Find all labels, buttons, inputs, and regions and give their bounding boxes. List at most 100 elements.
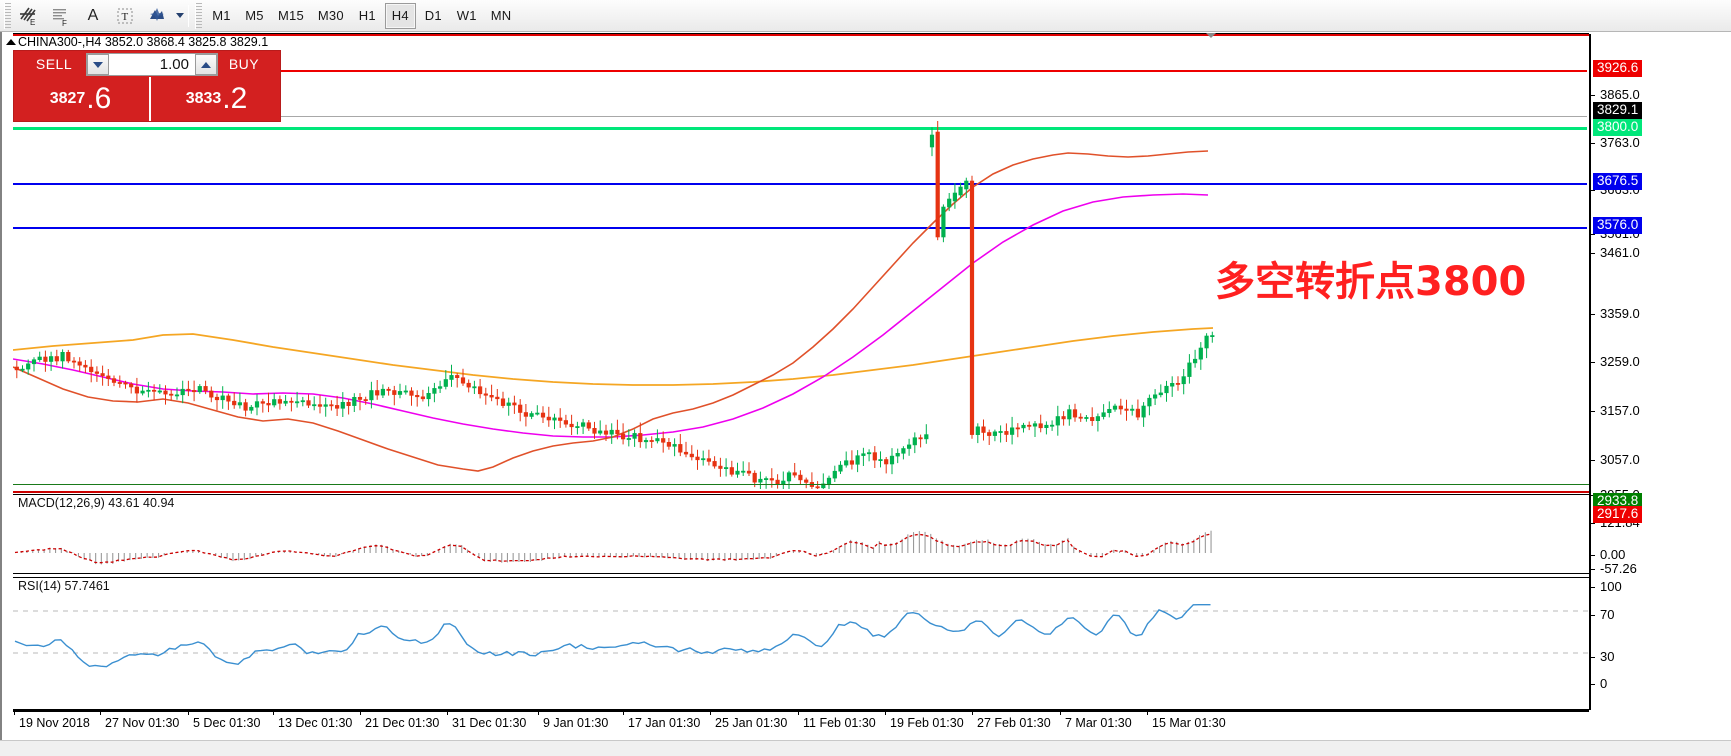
macd-scale-tick: 0.00 (1591, 547, 1625, 562)
price-tick: 3157.0 (1591, 403, 1640, 418)
price-plot-area[interactable]: 多空转折点3800 (13, 37, 1589, 489)
pivot-level-badge: 3800.0 (1593, 119, 1643, 136)
level-line-pivot-3800 (13, 127, 1587, 130)
one-click-trading-panel[interactable]: SELL 1.00 BUY 3827.6 3833.2 (13, 50, 281, 122)
bid-price-badge: 2933.8 (1593, 493, 1643, 510)
price-macd-separator-dark (13, 494, 1589, 495)
ask-price-badge: 2917.6 (1593, 506, 1643, 523)
macd-series-svg (14, 530, 1212, 565)
time-tick: 13 Dec 01:30 (272, 710, 353, 730)
time-tick: 9 Jan 01:30 (537, 710, 609, 730)
time-tick: 7 Mar 01:30 (1060, 710, 1132, 730)
rsi-indicator-label: RSI(14) 57.7461 (18, 579, 110, 593)
time-tick: 21 Dec 01:30 (359, 710, 440, 730)
time-tick: 17 Jan 01:30 (622, 710, 701, 730)
price-macd-separator-green (13, 484, 1589, 485)
chart-annotation-text: 多空转折点3800 (1215, 259, 1527, 305)
level-line-last-3829 (13, 116, 1587, 117)
price-tick: 3865.0 (1591, 87, 1640, 102)
svg-text:E: E (30, 18, 35, 27)
buy-price-integer: 3833 (185, 90, 222, 107)
time-tick: 27 Nov 01:30 (99, 710, 180, 730)
macd-indicator-label: MACD(12,26,9) 43.61 40.94 (18, 496, 175, 510)
time-tick: 5 Dec 01:30 (187, 710, 261, 730)
text-label-icon[interactable]: A (87, 6, 99, 24)
toolbar-separator (188, 4, 189, 27)
time-tick: 11 Feb 01:30 (798, 710, 876, 730)
time-tick: 25 Jan 01:30 (709, 710, 788, 730)
level-line-support-3576 (13, 227, 1587, 229)
timeframe-m5[interactable]: M5 (245, 8, 264, 23)
timeframe-mn[interactable]: MN (490, 8, 512, 23)
volume-stepper[interactable]: 1.00 (86, 53, 218, 76)
time-tick: 19 Nov 2018 (14, 710, 90, 730)
price-tick: 3763.0 (1591, 135, 1640, 150)
toolbar-grip[interactable] (4, 2, 11, 29)
price-tick: 3359.0 (1591, 306, 1640, 321)
price-tick: 3461.0 (1591, 245, 1640, 260)
sell-price-integer: 3827 (49, 90, 86, 107)
rsi-subwindow[interactable]: RSI(14) 57.7461 (13, 578, 1589, 708)
rsi-series-svg (13, 604, 1589, 668)
trade-panel-price-row: 3827.6 3833.2 (14, 77, 280, 121)
buy-price-display[interactable]: 3833.2 (149, 77, 282, 121)
rsi-scale-tick: 30 (1591, 649, 1614, 664)
timeframe-h4[interactable]: H4 (384, 2, 416, 29)
title-separator-dark (13, 33, 1589, 34)
timeframe-m30[interactable]: M30 (317, 8, 344, 23)
last-price-badge: 3829.1 (1593, 102, 1643, 119)
price-axis[interactable]: 3865.0 3763.0 3663.0 3561.0 3461.0 3359.… (1589, 34, 1731, 710)
rsi-scale-tick: 0 (1591, 676, 1607, 691)
volume-decrease-button[interactable] (87, 54, 109, 75)
sell-price-decimal: .6 (86, 82, 112, 115)
time-tick: 31 Dec 01:30 (446, 710, 527, 730)
text-box-icon[interactable]: T (110, 2, 140, 30)
chart-title: CHINA300-,H4 3852.0 3868.4 3825.8 3829.1 (18, 35, 269, 49)
price-series-svg (13, 121, 1215, 489)
title-separator (13, 34, 1589, 36)
svg-text:F: F (62, 19, 67, 27)
objects-dropdown-caret[interactable] (176, 13, 184, 18)
svg-text:T: T (122, 11, 129, 23)
time-axis[interactable]: 19 Nov 2018 27 Nov 01:30 5 Dec 01:30 13 … (13, 710, 1589, 734)
time-tick: 15 Mar 01:30 (1147, 710, 1226, 730)
chart-collapse-icon[interactable] (1206, 33, 1216, 38)
main-toolbar: E F A T (0, 0, 1731, 32)
macd-scale-tick: -57.26 (1591, 561, 1637, 576)
sell-price-display[interactable]: 3827.6 (14, 77, 147, 121)
price-macd-separator-red (13, 491, 1589, 493)
price-tick: 3259.0 (1591, 354, 1640, 369)
rsi-scale-tick: 100 (1591, 579, 1622, 594)
timeframe-m15[interactable]: M15 (278, 8, 304, 23)
objects-icon[interactable] (142, 2, 172, 30)
timeframe-grip[interactable] (195, 2, 202, 29)
price-tick: 3057.0 (1591, 452, 1640, 467)
timeframe-m1[interactable]: M1 (212, 8, 231, 23)
indicators-list-icon[interactable]: F (46, 2, 76, 30)
support-level-2-badge: 3576.0 (1593, 217, 1643, 234)
level-line-resistance-3926 (13, 70, 1587, 72)
timeframe-h1[interactable]: H1 (358, 8, 376, 23)
buy-price-decimal: .2 (222, 82, 248, 115)
support-level-1-badge: 3676.5 (1593, 173, 1643, 190)
level-line-support-3676 (13, 183, 1587, 185)
macd-subwindow[interactable]: MACD(12,26,9) 43.61 40.94 (13, 495, 1589, 575)
resistance-level-badge: 3926.6 (1593, 60, 1643, 77)
status-bar (0, 740, 1731, 756)
chart-title-arrow-icon[interactable] (6, 39, 16, 45)
time-tick: 27 Feb 01:30 (972, 710, 1051, 730)
macd-rsi-separator-1 (13, 573, 1589, 574)
trade-panel-top-row: SELL 1.00 BUY (14, 51, 280, 77)
chart-canvas[interactable]: CHINA300-,H4 3852.0 3868.4 3825.8 3829.1… (0, 32, 1731, 756)
rsi-scale-tick: 70 (1591, 607, 1614, 622)
volume-increase-button[interactable] (195, 54, 217, 75)
buy-button[interactable]: BUY (228, 56, 260, 72)
timeframe-d1[interactable]: D1 (424, 8, 442, 23)
volume-input[interactable]: 1.00 (159, 56, 189, 73)
timeframe-w1[interactable]: W1 (456, 8, 477, 23)
sell-button[interactable]: SELL (35, 56, 73, 72)
macd-rsi-separator-2 (13, 577, 1589, 578)
time-tick: 19 Feb 01:30 (885, 710, 964, 730)
expert-advisors-icon[interactable]: E (14, 2, 44, 30)
